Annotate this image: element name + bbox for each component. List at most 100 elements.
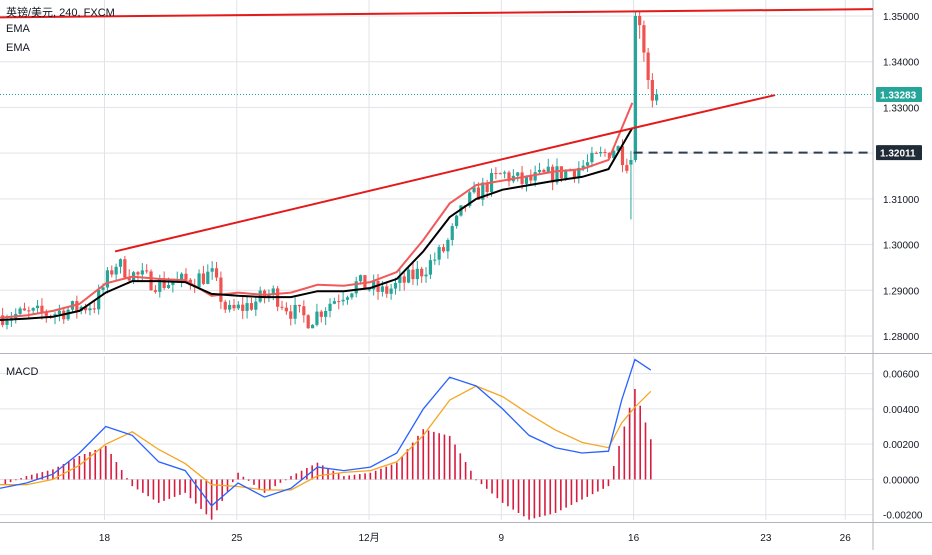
candle-body xyxy=(638,16,642,26)
time-axis-label: 18 xyxy=(99,533,111,544)
candle-body xyxy=(197,273,201,288)
level-price-tag: 1.32011 xyxy=(880,149,916,160)
ema-fast-line xyxy=(0,102,634,319)
macd-hist-bar xyxy=(142,479,144,493)
time-axis-label: 9 xyxy=(499,533,505,544)
time-axis-label: 25 xyxy=(231,533,243,544)
candle-body xyxy=(289,311,293,319)
candle-body xyxy=(533,172,537,181)
macd-hist-bar xyxy=(517,479,520,513)
candle-body xyxy=(293,304,297,319)
candle-body xyxy=(284,307,288,312)
candle-body xyxy=(66,309,70,320)
macd-hist-bar xyxy=(448,435,451,480)
candle-body xyxy=(485,182,489,192)
macd-hist-bar xyxy=(189,479,192,499)
macd-hist-bar xyxy=(306,468,308,480)
candle-body xyxy=(228,304,232,310)
macd-axis-label: -0.00200 xyxy=(883,511,923,522)
ema-slow-label: EMA xyxy=(6,42,30,54)
time-axis-label: 23 xyxy=(760,533,772,544)
macd-hist-bar xyxy=(612,466,615,480)
macd-hist-bar xyxy=(560,479,562,511)
candle-body xyxy=(546,166,550,173)
candle-body xyxy=(358,275,363,282)
macd-hist-bar xyxy=(649,439,652,480)
macd-hist-bar xyxy=(644,422,647,480)
ema-slow-line xyxy=(0,127,634,321)
macd-hist-bar xyxy=(475,479,477,481)
macd-hist-bar xyxy=(94,449,97,480)
macd-hist-bar xyxy=(602,479,604,489)
price-axis-label: 1.29000 xyxy=(883,286,920,297)
macd-hist-bar xyxy=(332,470,335,480)
macd-hist-bar xyxy=(157,479,160,503)
macd-hist-bar xyxy=(470,470,472,480)
candle-body xyxy=(393,282,398,289)
macd-hist-bar xyxy=(380,468,382,480)
candle-body xyxy=(171,282,175,286)
candle-body xyxy=(219,277,223,302)
candle-body xyxy=(616,146,620,151)
candle-body xyxy=(389,288,393,294)
candle-body xyxy=(127,277,131,281)
candle-body xyxy=(420,268,424,277)
candle-body xyxy=(559,166,563,179)
candle-body xyxy=(75,301,79,311)
macd-hist-bar xyxy=(607,479,610,487)
trendline xyxy=(633,94,776,129)
candle-body xyxy=(603,151,607,153)
candle-body xyxy=(306,315,310,329)
macd-hist-bar xyxy=(216,479,218,511)
macd-hist-bar xyxy=(20,478,22,480)
macd-hist-bar xyxy=(544,479,546,516)
candle-body xyxy=(555,166,559,183)
macd-hist-bar xyxy=(364,473,366,480)
candle-body xyxy=(31,308,35,311)
candle-body xyxy=(332,301,336,304)
candle-body xyxy=(101,287,105,290)
candle-body xyxy=(201,273,206,284)
macd-hist-bar xyxy=(353,474,356,480)
macd-hist-bar xyxy=(168,479,171,499)
candle-body xyxy=(5,320,9,325)
candle-body xyxy=(27,310,31,312)
candle-body xyxy=(441,247,446,252)
candle-body xyxy=(612,150,616,159)
candle-body xyxy=(650,80,654,101)
signal-line xyxy=(0,385,652,491)
macd-hist-bar xyxy=(110,453,112,480)
macd-hist-bar xyxy=(242,476,245,480)
macd-hist-bar xyxy=(269,479,271,490)
candle-body xyxy=(310,324,315,329)
candle-body xyxy=(372,281,376,290)
price-axis-label: 1.33000 xyxy=(883,103,920,114)
macd-hist-bar xyxy=(253,479,255,485)
candle-body xyxy=(319,311,323,317)
candle-body xyxy=(249,303,254,310)
candle-body xyxy=(254,301,258,310)
macd-hist-bar xyxy=(337,473,340,480)
macd-hist-bar xyxy=(528,479,530,520)
macd-hist-bar xyxy=(348,475,350,480)
candle-body xyxy=(315,311,319,325)
candle-body xyxy=(153,290,158,292)
candle-body xyxy=(210,268,214,272)
macd-hist-bar xyxy=(374,470,377,480)
macd-hist-bar xyxy=(422,429,425,480)
candle-body xyxy=(40,305,44,313)
time-axis-label: 26 xyxy=(840,533,852,544)
macd-hist-bar xyxy=(343,476,345,480)
candle-body xyxy=(537,169,542,173)
macd-hist-bar xyxy=(459,453,462,480)
candle-body xyxy=(542,169,546,173)
price-axis-label: 1.28000 xyxy=(883,332,920,343)
candle-body xyxy=(385,286,389,294)
macd-hist-bar xyxy=(623,426,626,480)
macd-hist-bar xyxy=(41,472,44,480)
macd-hist-bar xyxy=(279,479,282,483)
macd-hist-bar xyxy=(131,479,134,487)
ema-fast-label: EMA xyxy=(6,23,30,35)
candle-body xyxy=(406,269,411,283)
macd-hist-bar xyxy=(179,479,181,495)
